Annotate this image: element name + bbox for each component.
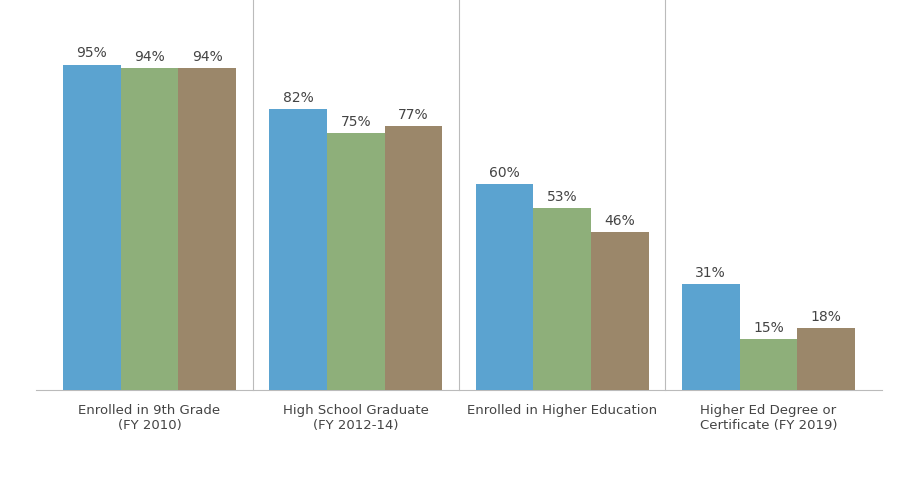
Bar	[269, 109, 327, 390]
Text: 15%: 15%	[753, 320, 784, 334]
Text: 31%: 31%	[696, 266, 726, 280]
Text: 18%: 18%	[811, 310, 842, 324]
Text: 75%: 75%	[340, 115, 371, 129]
Text: 53%: 53%	[547, 190, 578, 204]
Bar	[63, 64, 121, 390]
Text: 60%: 60%	[489, 166, 520, 180]
Text: 77%: 77%	[399, 108, 429, 122]
Bar	[475, 184, 534, 390]
Text: 82%: 82%	[283, 91, 313, 105]
Text: 46%: 46%	[605, 214, 635, 228]
Text: 94%: 94%	[192, 50, 222, 64]
Bar	[797, 328, 855, 390]
Text: 95%: 95%	[76, 46, 107, 60]
Text: 94%: 94%	[134, 50, 165, 64]
Bar	[740, 338, 797, 390]
Bar	[178, 68, 236, 390]
Bar	[682, 284, 740, 390]
Bar	[591, 232, 649, 390]
Bar	[327, 133, 384, 390]
Bar	[534, 208, 591, 390]
Bar	[384, 126, 443, 390]
Bar	[121, 68, 178, 390]
